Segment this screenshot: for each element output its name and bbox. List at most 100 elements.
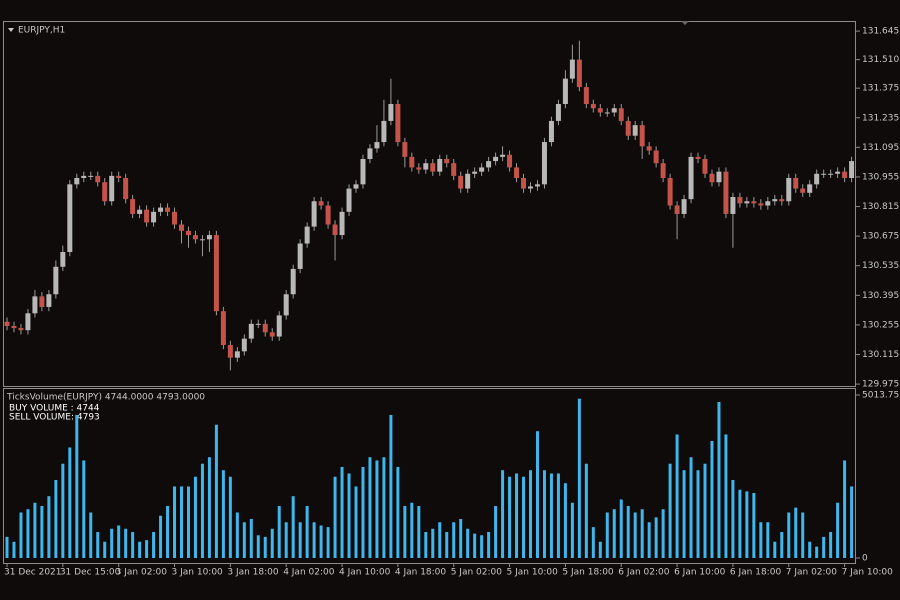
volume-bar xyxy=(529,470,532,558)
volume-bar xyxy=(808,541,812,558)
candle-body xyxy=(821,173,827,175)
candle-body xyxy=(751,201,757,204)
candle-body xyxy=(786,178,792,202)
volume-bar xyxy=(26,509,30,558)
candle-body xyxy=(472,171,478,174)
volume-bar xyxy=(445,531,449,558)
candle-body xyxy=(325,205,331,225)
volume-bar xyxy=(298,522,302,558)
candle-body xyxy=(458,175,464,189)
volume-bar xyxy=(696,470,700,558)
volume-bar xyxy=(654,517,658,558)
volume-bar xyxy=(403,505,407,558)
volume-bar xyxy=(166,505,170,558)
candle-body xyxy=(528,186,533,189)
candle-body xyxy=(828,173,834,175)
candle-body xyxy=(849,161,855,178)
candle-body xyxy=(102,182,108,202)
candle-body xyxy=(548,120,554,143)
shift-marker xyxy=(681,21,689,25)
candle-body xyxy=(234,351,240,358)
candle-body xyxy=(409,156,415,168)
candle-body xyxy=(144,209,150,223)
candle-body xyxy=(192,235,198,240)
x-tick-label: 5 Jan 10:00 xyxy=(507,568,559,578)
candle-body xyxy=(367,148,373,159)
volume-bar xyxy=(522,476,526,558)
candle-body xyxy=(611,108,617,113)
candle-body xyxy=(625,120,631,136)
y-tick-label: 130.675 xyxy=(862,232,899,242)
volume-bar xyxy=(773,541,777,558)
volume-bar xyxy=(668,463,672,558)
candle-body xyxy=(493,156,499,162)
x-tick-label: 4 Jan 18:00 xyxy=(395,568,447,578)
volume-bar xyxy=(459,518,463,558)
candle-body xyxy=(444,158,450,164)
volume-bar xyxy=(124,528,128,558)
candle-body xyxy=(213,235,219,312)
candle-body xyxy=(318,201,324,206)
candle-body xyxy=(660,163,666,178)
candle-body xyxy=(39,296,45,307)
menu-arrow[interactable] xyxy=(8,28,14,32)
candle-body xyxy=(88,175,94,177)
volume-bar xyxy=(284,522,288,558)
volume-bar xyxy=(438,522,442,558)
volume-bar xyxy=(75,414,79,558)
volume-bar xyxy=(570,502,574,558)
x-tick-label: 31 Dec 15:00 xyxy=(60,568,121,578)
candle-body xyxy=(11,325,17,329)
x-tick-label: 3 Jan 10:00 xyxy=(172,568,224,578)
candle-body xyxy=(248,323,254,339)
volume-bar xyxy=(675,434,679,558)
candle-body xyxy=(702,158,708,174)
volume-bar xyxy=(780,531,784,558)
x-tick-label: 5 Jan 18:00 xyxy=(562,568,614,578)
candle-body xyxy=(562,78,568,105)
y-tick-label: 131.375 xyxy=(862,84,899,94)
volume-bar xyxy=(619,499,623,558)
candle-body xyxy=(269,332,275,337)
y-tick-label: 130.255 xyxy=(862,320,899,330)
volume-bar xyxy=(473,533,477,558)
volume-bar xyxy=(291,496,295,558)
candle-body xyxy=(81,175,87,178)
candle-body xyxy=(835,171,841,174)
volume-bar xyxy=(850,486,854,558)
candle-body xyxy=(500,154,506,157)
candle-body xyxy=(688,156,694,200)
candle-body xyxy=(60,251,66,267)
candle-body xyxy=(667,178,673,206)
candle-body xyxy=(451,163,457,176)
candle-body xyxy=(311,201,317,227)
volume-bar xyxy=(103,541,107,558)
volume-bar xyxy=(612,509,616,558)
volume-bar xyxy=(605,512,609,558)
volume-bar xyxy=(277,505,281,558)
volume-bar xyxy=(354,486,358,558)
candle-body xyxy=(353,184,359,189)
candle-body xyxy=(339,211,345,236)
candle-body xyxy=(709,173,715,183)
volume-bar xyxy=(33,502,37,558)
y-tick-label: 131.095 xyxy=(862,143,899,153)
volume-bar xyxy=(542,470,546,558)
volume-bar xyxy=(5,536,9,558)
candle-body xyxy=(541,142,547,185)
volume-bar xyxy=(417,505,421,558)
candle-body xyxy=(276,315,282,337)
candle-body xyxy=(639,125,645,147)
candle-body xyxy=(255,323,261,325)
candle-body xyxy=(465,173,471,189)
candle-body xyxy=(185,230,191,236)
volume-bar xyxy=(221,470,225,558)
volume-bar xyxy=(110,528,114,558)
candle-body xyxy=(514,167,520,178)
volume-bar xyxy=(836,502,840,558)
candle-body xyxy=(681,199,687,214)
candle-body xyxy=(290,268,296,295)
volume-bar xyxy=(717,401,721,558)
volume-bar xyxy=(180,486,183,558)
